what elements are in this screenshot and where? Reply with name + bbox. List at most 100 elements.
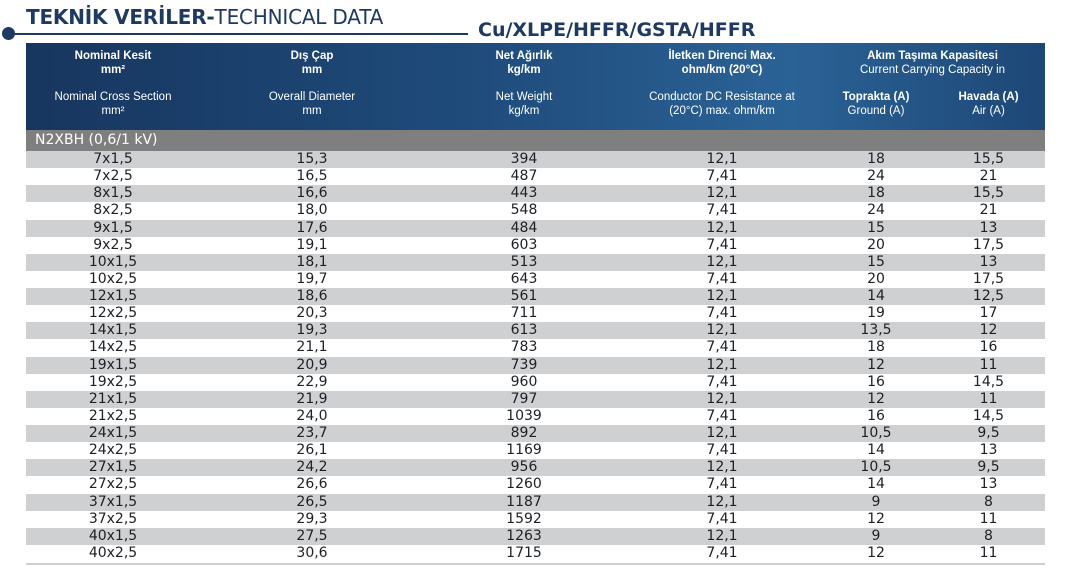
cell-resistance: 12,1 [706, 356, 738, 373]
cell-cross-section: 9x1,5 [93, 219, 133, 236]
table-row: 27x2,5 26,6 1260 7,41 14 13 [26, 476, 1045, 494]
cell-air: 13 [979, 442, 998, 459]
cell-ground: 19 [867, 305, 885, 322]
title-underline [8, 33, 468, 35]
cell-air: 17 [979, 305, 998, 322]
table-row: 14x2,5 21,1 783 7,41 18 16 [26, 339, 1045, 357]
cell-diameter: 26,6 [296, 476, 328, 493]
cell-ground: 12 [867, 356, 885, 373]
table-row: 27x1,5 24,2 956 12,1 10,5 9,5 [26, 459, 1045, 477]
cell-weight: 783 [510, 339, 538, 356]
cell-cross-section: 10x2,5 [88, 270, 138, 287]
cell-weight: 394 [510, 151, 538, 167]
cell-cross-section: 21x2,5 [88, 407, 138, 424]
cell-cross-section: 9x2,5 [93, 236, 133, 253]
cell-diameter: 23,7 [296, 425, 328, 441]
header-diameter-en: Overall Diameter mm [268, 91, 356, 117]
cell-cross-section: 24x1,5 [88, 425, 138, 441]
cell-ground: 18 [867, 151, 885, 167]
cell-diameter: 30,6 [296, 544, 328, 561]
cell-air: 15,5 [972, 151, 1005, 167]
cell-cross-section: 12x1,5 [88, 288, 138, 304]
header-diameter-tr: Dış Çap mm [290, 50, 334, 76]
cell-weight: 1260 [506, 476, 542, 493]
cell-cross-section: 40x2,5 [88, 544, 138, 561]
cell-ground: 16 [867, 407, 885, 424]
cell-ground: 24 [867, 168, 885, 185]
cell-weight: 613 [510, 322, 538, 339]
product-code: Cu/XLPE/HFFR/GSTA/HFFR [478, 19, 756, 41]
table-row: 9x2,5 19,1 603 7,41 20 17,5 [26, 236, 1045, 254]
table-row: 37x2,5 29,3 1592 7,41 12 11 [26, 510, 1045, 528]
cell-ground: 20 [867, 236, 885, 253]
table-row: 7x1,5 15,3 394 12,1 18 15,5 [26, 151, 1045, 169]
cell-resistance: 12,1 [706, 459, 738, 476]
cell-diameter: 21,9 [296, 390, 328, 407]
table-row: 19x1,5 20,9 739 12,1 12 11 [26, 356, 1045, 374]
cell-resistance: 7,41 [706, 442, 738, 459]
cell-resistance: 7,41 [706, 236, 738, 253]
table-row: 8x1,5 16,6 443 12,1 18 15,5 [26, 185, 1045, 203]
cell-air: 11 [979, 544, 998, 561]
cell-resistance: 7,41 [706, 476, 738, 493]
cell-air: 9,5 [977, 459, 1000, 476]
table-row: 12x2,5 20,3 711 7,41 19 17 [26, 305, 1045, 323]
cell-resistance: 12,1 [706, 151, 738, 167]
table-row: 8x2,5 18,0 548 7,41 24 21 [26, 202, 1045, 220]
cell-weight: 797 [510, 390, 538, 407]
cell-resistance: 12,1 [706, 288, 738, 304]
header-weight-en: Net Weight kg/km [495, 91, 553, 117]
cell-air: 17,5 [972, 236, 1005, 253]
table-row: 10x1,5 18,1 513 12,1 15 13 [26, 253, 1045, 271]
cell-diameter: 29,3 [296, 510, 328, 527]
cell-weight: 1169 [506, 442, 542, 459]
cell-air: 17,5 [972, 270, 1005, 287]
cell-air: 16 [979, 339, 998, 356]
table-row: 10x2,5 19,7 643 7,41 20 17,5 [26, 270, 1045, 288]
cell-ground: 18 [867, 185, 885, 202]
cell-air: 14,5 [972, 407, 1005, 424]
cell-weight: 561 [510, 288, 538, 304]
cell-diameter: 24,0 [296, 407, 328, 424]
header-resistance-tr: İletken Direnci Max. ohm/km (20°C) [668, 50, 776, 76]
cell-air: 12 [979, 322, 998, 339]
header-weight-tr: Net Ağırlık kg/km [495, 50, 553, 76]
cell-cross-section: 19x2,5 [88, 373, 138, 390]
cell-air: 8 [984, 493, 993, 510]
cell-cross-section: 24x2,5 [88, 442, 138, 459]
cell-ground: 24 [867, 202, 885, 219]
cell-cross-section: 40x1,5 [88, 527, 138, 544]
cell-resistance: 12,1 [706, 493, 738, 510]
table-bottom-rule [26, 563, 1045, 565]
cell-diameter: 19,1 [296, 236, 328, 253]
header-ground: Toprakta (A) Ground (A) [842, 91, 910, 117]
cell-resistance: 12,1 [706, 322, 738, 339]
cell-diameter: 15,3 [296, 151, 328, 167]
cell-cross-section: 21x1,5 [88, 390, 138, 407]
cell-air: 12,5 [972, 288, 1005, 304]
cell-resistance: 7,41 [706, 339, 738, 356]
cell-resistance: 7,41 [706, 407, 738, 424]
cell-air: 13 [979, 476, 998, 493]
cell-weight: 1039 [506, 407, 542, 424]
cell-cross-section: 37x1,5 [88, 493, 138, 510]
page-title: TEKNİK VERİLER-TECHNICAL DATA [26, 5, 383, 29]
cell-ground: 14 [867, 288, 885, 304]
header-cross-section-tr: Nominal Kesit mm² [74, 50, 152, 76]
cell-weight: 603 [510, 236, 538, 253]
cell-diameter: 18,1 [296, 253, 328, 270]
cell-ground: 15 [867, 219, 885, 236]
header-resistance-en: Conductor DC Resistance at (20°C) max. oh… [649, 91, 795, 117]
cell-cross-section: 12x2,5 [88, 305, 138, 322]
table-row: 37x1,5 26,5 1187 12,1 9 8 [26, 493, 1045, 511]
cell-ground: 12 [867, 390, 885, 407]
cell-ground: 15 [867, 253, 885, 270]
cell-ground: 9 [871, 527, 881, 544]
cell-weight: 1592 [506, 510, 542, 527]
title-bar: TEKNİK VERİLER-TECHNICAL DATA Cu/XLPE/HF… [0, 0, 1067, 44]
cell-weight: 487 [510, 168, 538, 185]
cell-diameter: 18,6 [296, 288, 328, 304]
cell-diameter: 21,1 [296, 339, 328, 356]
cell-ground: 10,5 [860, 425, 892, 441]
cell-weight: 548 [510, 202, 538, 219]
